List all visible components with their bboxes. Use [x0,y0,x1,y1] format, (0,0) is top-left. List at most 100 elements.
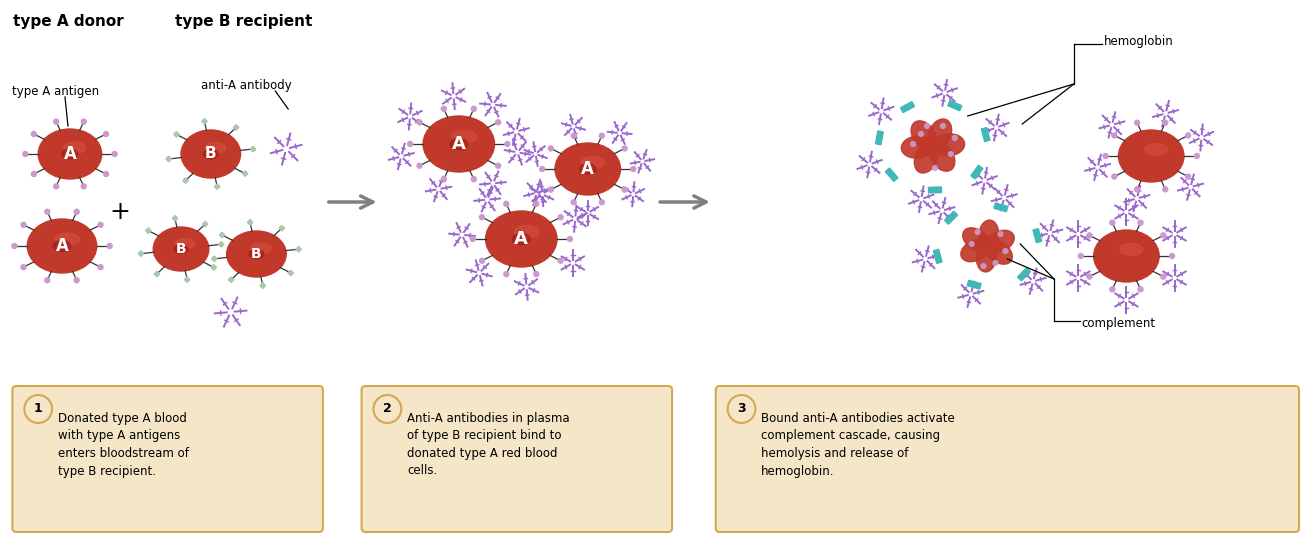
Polygon shape [138,251,143,256]
Ellipse shape [934,134,965,156]
Polygon shape [993,203,1008,211]
Circle shape [1194,153,1199,159]
Circle shape [572,133,577,138]
Circle shape [417,163,422,168]
Circle shape [622,187,628,192]
Circle shape [599,200,604,205]
Polygon shape [219,241,224,247]
Circle shape [53,119,59,124]
Circle shape [12,244,17,248]
Ellipse shape [64,142,86,153]
Ellipse shape [154,227,208,271]
Circle shape [81,119,86,124]
Ellipse shape [579,164,596,174]
Circle shape [1078,254,1083,258]
Polygon shape [146,228,151,233]
Circle shape [919,131,923,136]
Polygon shape [250,146,255,152]
Circle shape [534,272,539,277]
Circle shape [911,142,915,146]
Ellipse shape [250,243,271,254]
Circle shape [1112,133,1117,138]
Circle shape [31,131,36,137]
Circle shape [932,166,937,170]
Circle shape [631,167,635,171]
Text: 1: 1 [34,403,43,415]
Text: B: B [251,247,262,261]
Circle shape [953,136,957,140]
Ellipse shape [486,211,557,267]
Circle shape [496,163,500,168]
Circle shape [25,395,52,423]
Polygon shape [279,225,285,231]
Polygon shape [971,165,983,179]
Ellipse shape [930,142,954,171]
Polygon shape [219,232,225,238]
Circle shape [408,142,413,146]
Polygon shape [233,124,238,130]
Ellipse shape [911,121,936,150]
Circle shape [441,106,447,111]
Ellipse shape [901,136,934,158]
Circle shape [23,152,27,156]
Ellipse shape [986,240,1013,264]
Ellipse shape [203,149,219,159]
Circle shape [1087,274,1092,279]
Circle shape [999,232,1003,237]
Circle shape [548,146,553,151]
Polygon shape [260,283,266,288]
Text: complement: complement [1082,318,1156,331]
Circle shape [504,272,509,277]
Text: type A donor: type A donor [13,14,124,29]
Ellipse shape [581,156,604,168]
Polygon shape [228,277,234,282]
Ellipse shape [961,240,990,262]
Ellipse shape [27,219,96,273]
Polygon shape [885,168,898,182]
Polygon shape [934,249,943,263]
Ellipse shape [423,116,495,172]
Circle shape [1186,174,1190,179]
Circle shape [81,184,86,189]
Circle shape [599,133,604,138]
Circle shape [975,230,980,234]
Polygon shape [928,187,941,193]
Circle shape [21,265,26,270]
Circle shape [21,222,26,227]
Circle shape [728,395,755,423]
Polygon shape [901,101,914,113]
Circle shape [1163,120,1168,125]
Polygon shape [948,100,962,111]
Polygon shape [173,131,180,137]
Ellipse shape [514,226,539,238]
Text: type B recipient: type B recipient [174,14,312,29]
Text: B: B [204,146,216,161]
Circle shape [44,278,49,282]
Circle shape [1169,254,1174,258]
Circle shape [505,142,510,146]
Circle shape [1109,220,1115,225]
Circle shape [504,201,509,206]
Text: hemoglobin: hemoglobin [1104,35,1173,49]
Ellipse shape [979,220,999,250]
Polygon shape [185,277,190,282]
Ellipse shape [181,130,241,178]
Circle shape [548,187,553,192]
Ellipse shape [176,239,195,248]
Ellipse shape [1118,130,1184,182]
Polygon shape [215,184,220,190]
Circle shape [1163,187,1168,192]
Ellipse shape [227,231,286,277]
Circle shape [44,209,49,214]
Circle shape [1003,249,1008,254]
Polygon shape [242,171,247,176]
Circle shape [940,123,945,128]
Ellipse shape [62,149,78,159]
Text: anti-A antibody: anti-A antibody [201,80,292,92]
Polygon shape [296,246,301,252]
Polygon shape [1032,229,1042,242]
Ellipse shape [914,143,939,173]
Circle shape [534,201,539,206]
Circle shape [924,123,930,128]
Circle shape [1138,220,1143,225]
